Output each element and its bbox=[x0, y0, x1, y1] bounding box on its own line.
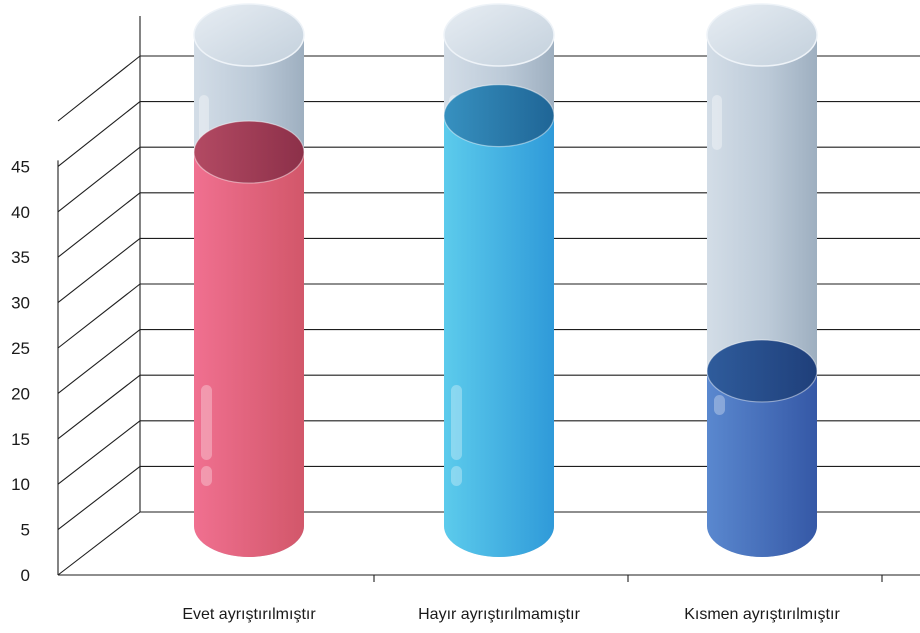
bar-highlight bbox=[451, 466, 462, 486]
y-tick-label: 25 bbox=[11, 339, 30, 358]
bar-top bbox=[443, 83, 555, 148]
grid-diagonal bbox=[57, 146, 141, 213]
bar-group bbox=[443, 3, 555, 557]
y-tick-label: 45 bbox=[11, 157, 30, 176]
y-tick-label: 30 bbox=[11, 294, 30, 313]
y-tick-label: 5 bbox=[21, 521, 30, 540]
y-tick-label: 35 bbox=[11, 248, 30, 267]
bar-highlight bbox=[201, 385, 212, 460]
bar-group bbox=[706, 3, 818, 557]
bar-highlight bbox=[201, 466, 212, 486]
bar-background-top bbox=[193, 3, 305, 67]
x-category-label: Evet ayrıştırılmıştır bbox=[182, 606, 316, 623]
bar bbox=[194, 152, 304, 557]
grid-diagonal bbox=[57, 283, 141, 349]
grid-diagonal bbox=[57, 101, 141, 167]
y-tick-label: 40 bbox=[11, 203, 30, 222]
grid-diagonal bbox=[57, 420, 141, 485]
grid-diagonal bbox=[57, 465, 141, 531]
y-tick-label: 20 bbox=[11, 384, 30, 403]
grid-diagonal bbox=[57, 237, 141, 304]
grid-diagonal bbox=[57, 511, 141, 576]
y-tick-labels: 0 5 10 15 20 25 30 35 40 45 bbox=[11, 157, 30, 585]
glass-highlight bbox=[712, 95, 722, 150]
bar-background-top bbox=[706, 3, 818, 67]
x-category-label: Kısmen ayrıştırılmıştır bbox=[684, 606, 840, 623]
bar-highlight bbox=[714, 395, 725, 415]
y-tick-label: 10 bbox=[11, 475, 30, 494]
bar bbox=[444, 115, 554, 557]
bars bbox=[193, 3, 818, 557]
bar-top bbox=[706, 339, 818, 403]
bar-highlight bbox=[451, 385, 462, 460]
bar-background-top bbox=[443, 3, 555, 67]
bar-group bbox=[193, 3, 305, 557]
grid-diagonal bbox=[57, 192, 141, 258]
grid-diagonal bbox=[57, 374, 141, 440]
y-tick-label: 15 bbox=[11, 430, 30, 449]
grid-diagonal bbox=[57, 329, 141, 394]
bar-top bbox=[193, 120, 305, 184]
x-category-label: Hayır ayrıştırılmamıştır bbox=[418, 606, 580, 623]
category-labels: Evet ayrıştırılmıştır Hayır ayrıştırılmam… bbox=[182, 606, 840, 623]
bar bbox=[707, 370, 817, 557]
grid-diagonal bbox=[57, 55, 141, 122]
y-tick-label: 0 bbox=[21, 566, 30, 585]
